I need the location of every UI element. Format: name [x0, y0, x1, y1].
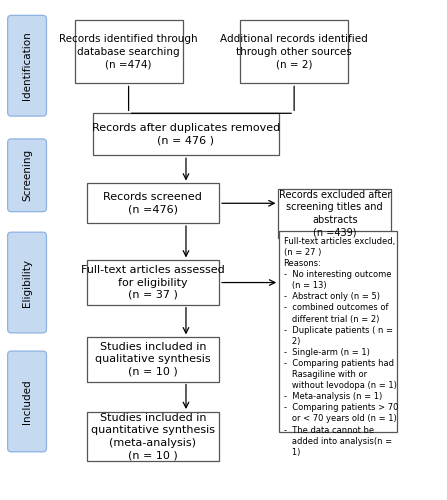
FancyBboxPatch shape [87, 260, 219, 304]
Text: Screening: Screening [22, 149, 32, 202]
FancyBboxPatch shape [8, 139, 46, 212]
FancyBboxPatch shape [87, 412, 219, 461]
Text: Eligibility: Eligibility [22, 258, 32, 306]
Text: Studies included in
qualitative synthesis
(n = 10 ): Studies included in qualitative synthesi… [95, 342, 211, 377]
Text: Studies included in
quantitative synthesis
(meta-analysis)
(n = 10 ): Studies included in quantitative synthes… [91, 413, 215, 460]
FancyBboxPatch shape [8, 16, 46, 116]
Text: Full-text articles excluded,
(n = 27 )
Reasons:
-  No interesting outcome
   (n : Full-text articles excluded, (n = 27 ) R… [283, 237, 398, 456]
FancyBboxPatch shape [93, 114, 278, 155]
Text: Records excluded after
screening titles and
abstracts
(n =439): Records excluded after screening titles … [278, 190, 391, 237]
FancyBboxPatch shape [240, 20, 348, 83]
Text: Included: Included [22, 379, 32, 424]
FancyBboxPatch shape [8, 232, 46, 333]
FancyBboxPatch shape [75, 20, 183, 83]
Text: Records screened
(n =476): Records screened (n =476) [103, 192, 202, 214]
FancyBboxPatch shape [87, 184, 219, 223]
FancyBboxPatch shape [87, 338, 219, 382]
Text: Full-text articles assessed
for eligibility
(n = 37 ): Full-text articles assessed for eligibil… [81, 265, 225, 300]
Text: Identification: Identification [22, 32, 32, 100]
Text: Records identified through
database searching
(n =474): Records identified through database sear… [59, 34, 198, 69]
Text: Records after duplicates removed
(n = 476 ): Records after duplicates removed (n = 47… [92, 123, 280, 146]
FancyBboxPatch shape [278, 189, 391, 238]
FancyBboxPatch shape [279, 232, 397, 432]
FancyBboxPatch shape [8, 351, 46, 452]
Text: Additional records identified
through other sources
(n = 2): Additional records identified through ot… [220, 34, 368, 69]
